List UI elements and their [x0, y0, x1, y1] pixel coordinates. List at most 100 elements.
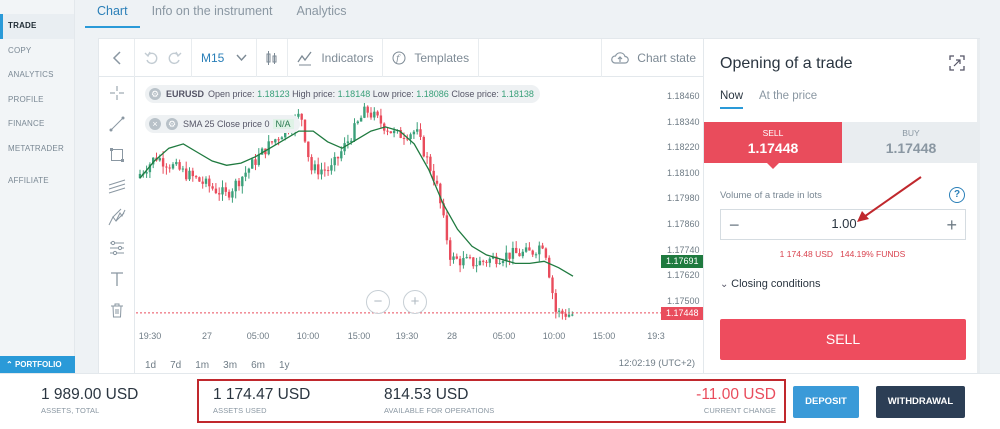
candle-body: [369, 112, 373, 118]
period-6m[interactable]: 6m: [251, 359, 265, 371]
y-tick-label: 1.17740: [667, 244, 700, 255]
function-icon: f: [392, 51, 406, 64]
timeframe-select[interactable]: M15: [192, 38, 258, 77]
candle-body: [501, 260, 505, 264]
line-tool[interactable]: [99, 108, 134, 139]
sma-line: [139, 126, 574, 277]
gear-icon[interactable]: ⚙: [149, 88, 161, 100]
indicators-label: Indicators: [321, 50, 374, 65]
candle-body: [267, 141, 270, 155]
candle-body: [488, 258, 491, 263]
drawing-tools: [99, 77, 135, 374]
zoom-out-button[interactable]: −: [366, 290, 390, 314]
templates-button[interactable]: f Templates: [383, 38, 480, 77]
help-icon[interactable]: ?: [949, 187, 965, 203]
current-change-label: CURRENT CHANGE: [703, 406, 776, 415]
chart-type-button[interactable]: [257, 38, 289, 77]
candle-body: [561, 310, 564, 314]
nav-item-copy[interactable]: COPY: [8, 45, 32, 55]
legend-low-label: Low price:: [372, 89, 414, 99]
panel-scrollbar[interactable]: [977, 39, 980, 375]
chart-state-button[interactable]: Chart state: [601, 38, 705, 77]
nav-item-profile[interactable]: PROFILE: [8, 94, 44, 104]
candle-body: [300, 113, 303, 120]
legend-low-value: 1.18086: [416, 89, 449, 99]
candle-body: [152, 157, 155, 165]
nav-item-affiliate[interactable]: AFFILIATE: [8, 176, 49, 185]
nav-item-finance[interactable]: FINANCE: [8, 119, 45, 128]
candle-body: [412, 131, 416, 135]
legend-open-label: Open price:: [208, 89, 255, 99]
candle-body: [257, 154, 260, 165]
current-change: -11.00 USD CURRENT CHANGE: [696, 386, 776, 415]
candle-body: [554, 293, 557, 312]
redo-icon[interactable]: [168, 51, 182, 65]
pitchfork-tool[interactable]: [99, 201, 134, 232]
nav-item-trade[interactable]: TRADE: [0, 14, 74, 39]
candle-body: [363, 106, 366, 118]
candle-body: [181, 168, 185, 170]
volume-input[interactable]: [761, 216, 927, 231]
candle-body: [432, 170, 435, 181]
expand-icon[interactable]: [949, 55, 965, 71]
zoom-in-button[interactable]: +: [403, 290, 427, 314]
undo-icon[interactable]: [144, 51, 158, 65]
chart-panel: M15 Indicators f Templates Chart state 1…: [98, 38, 705, 374]
period-1m[interactable]: 1m: [195, 359, 210, 371]
fibonacci-tool[interactable]: [99, 232, 134, 263]
volume-decrement-button[interactable]: −: [729, 215, 740, 235]
period-1y[interactable]: 1y: [278, 359, 290, 371]
nav-item-analytics[interactable]: ANALYTICS: [8, 70, 54, 79]
portfolio-tab[interactable]: ⌃ PORTFOLIO: [0, 356, 75, 373]
period-7d[interactable]: 7d: [170, 359, 182, 371]
text-tool[interactable]: [99, 263, 134, 294]
rectangle-tool[interactable]: [99, 139, 134, 170]
crosshair-tool[interactable]: [99, 77, 134, 108]
channel-tool[interactable]: [99, 170, 134, 201]
tab-info-instrument[interactable]: Info on the instrument: [151, 4, 273, 18]
candle-body: [211, 186, 214, 189]
candle-body: [422, 136, 425, 157]
candle-body: [359, 117, 363, 122]
available-for-operations: 814.53 USD AVAILABLE FOR OPERATIONS: [384, 386, 494, 415]
candle-body: [389, 131, 392, 134]
close-icon[interactable]: ×: [149, 118, 161, 130]
tab-at-the-price[interactable]: At the price: [759, 90, 818, 102]
period-3m[interactable]: 3m: [223, 359, 238, 371]
closing-conditions-toggle[interactable]: ⌄ Closing conditions: [720, 278, 820, 290]
tab-analytics[interactable]: Analytics: [296, 4, 347, 18]
deposit-button[interactable]: DEPOSIT: [793, 386, 859, 418]
buy-price-selector[interactable]: BUY 1.17448: [842, 122, 980, 163]
text-icon: [110, 271, 123, 286]
current-change-value: -11.00 USD: [696, 386, 776, 403]
candle-body: [247, 168, 251, 173]
candle-body: [373, 111, 376, 118]
delete-drawings-tool[interactable]: [99, 294, 134, 325]
volume-increment-button[interactable]: +: [946, 215, 957, 235]
nav-item-metatrader[interactable]: METATRADER: [8, 143, 64, 153]
parallel-channel-icon: [108, 179, 125, 193]
indicators-button[interactable]: Indicators: [288, 38, 384, 77]
candle-body: [260, 148, 264, 155]
back-button[interactable]: [99, 38, 135, 77]
legend-high-label: High price:: [292, 89, 336, 99]
indicators-icon: [297, 51, 312, 65]
chevron-left-icon: [112, 50, 121, 65]
volume-stepper: − +: [720, 209, 966, 240]
price-chart-plot[interactable]: [136, 78, 661, 355]
candle-body: [482, 260, 485, 262]
candle-body: [326, 170, 330, 172]
sell-price-selector[interactable]: SELL 1.17448: [704, 122, 842, 169]
tab-now[interactable]: Now: [720, 90, 744, 109]
svg-text:f: f: [395, 54, 401, 64]
candle-body: [185, 168, 188, 180]
period-1d[interactable]: 1d: [145, 359, 157, 371]
sell-button[interactable]: SELL: [720, 319, 966, 360]
templates-label: Templates: [414, 50, 470, 65]
tab-chart[interactable]: Chart: [85, 0, 140, 28]
candle-body: [571, 314, 574, 316]
gear-icon[interactable]: ⚙: [166, 118, 178, 130]
trend-line-icon: [109, 116, 124, 131]
withdrawal-button[interactable]: WITHDRAWAL: [876, 386, 965, 418]
x-tick-label: 10:00: [542, 331, 566, 341]
